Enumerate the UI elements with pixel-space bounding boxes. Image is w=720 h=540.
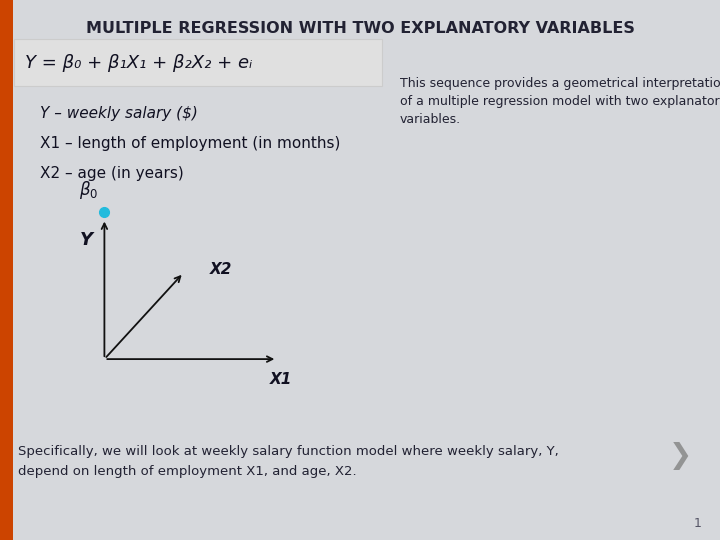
Text: X1 – length of employment (in months): X1 – length of employment (in months) [40, 136, 340, 151]
Text: 1: 1 [694, 517, 702, 530]
FancyBboxPatch shape [0, 0, 13, 540]
Text: This sequence provides a geometrical interpretation
of a multiple regression mod: This sequence provides a geometrical int… [400, 77, 720, 126]
Text: Y = β₀ + β₁X₁ + β₂X₂ + eᵢ: Y = β₀ + β₁X₁ + β₂X₂ + eᵢ [25, 53, 253, 72]
Text: Specifically, we will look at weekly salary function model where weekly salary, : Specifically, we will look at weekly sal… [18, 446, 559, 477]
Text: X2: X2 [210, 262, 233, 278]
Text: MULTIPLE REGRESSION WITH TWO EXPLANATORY VARIABLES: MULTIPLE REGRESSION WITH TWO EXPLANATORY… [86, 21, 634, 36]
Text: $\beta_0$: $\beta_0$ [79, 179, 99, 201]
Text: Y: Y [80, 231, 93, 249]
Text: ❯: ❯ [669, 442, 692, 470]
Text: X1: X1 [269, 372, 292, 387]
Text: X2 – age (in years): X2 – age (in years) [40, 166, 184, 181]
Text: Y – weekly salary ($): Y – weekly salary ($) [40, 106, 197, 121]
FancyBboxPatch shape [14, 39, 382, 86]
